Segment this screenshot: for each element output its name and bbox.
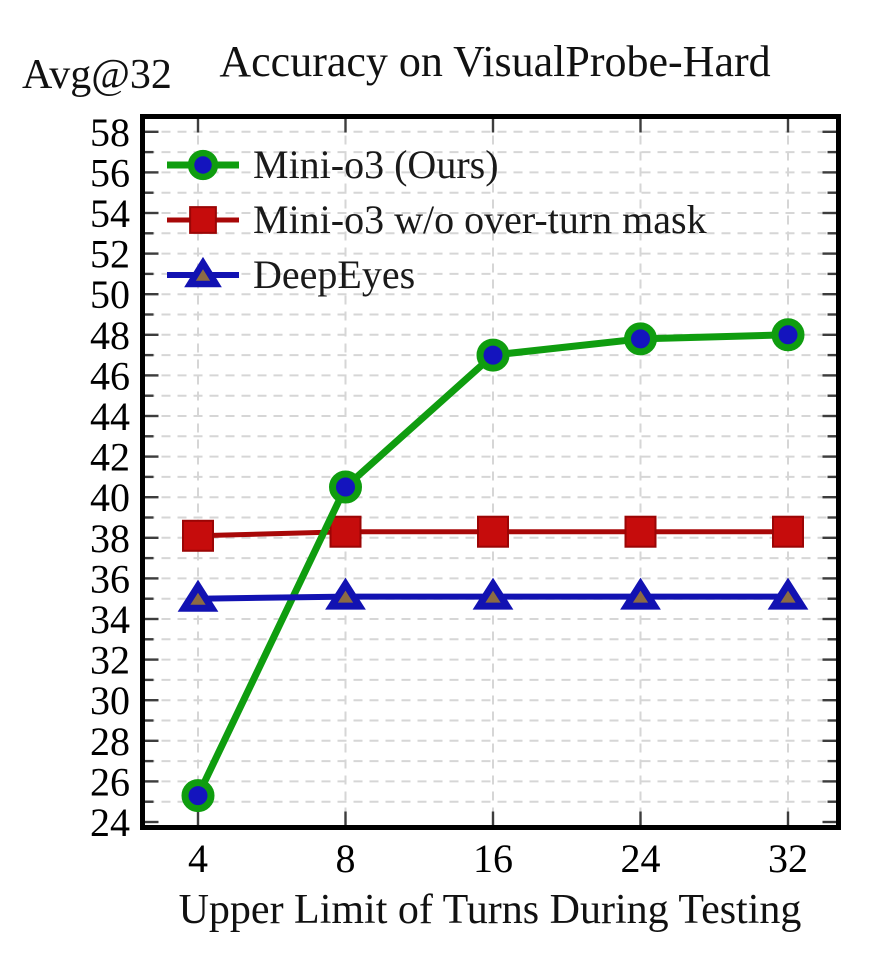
axis-ticks xyxy=(144,118,837,826)
y-tick-label: 48 xyxy=(90,313,130,358)
y-tick-label: 54 xyxy=(90,191,130,236)
x-tick-label: 8 xyxy=(336,836,356,881)
y-tick-label: 38 xyxy=(90,516,130,561)
y-tick-label: 30 xyxy=(90,678,130,723)
y-tick-label: 36 xyxy=(90,556,130,601)
x-tick-label: 24 xyxy=(621,836,661,881)
chart-title: Accuracy on VisualProbe-Hard xyxy=(219,37,771,86)
y-tick-label: 44 xyxy=(90,394,130,439)
y-tick-label: 28 xyxy=(90,719,130,764)
legend-item-deepeyes: DeepEyes xyxy=(163,252,707,298)
y-tick-label: 46 xyxy=(90,353,130,398)
x-tick-label: 4 xyxy=(188,836,208,881)
plot-frame xyxy=(140,114,841,830)
legend-marker-square-icon xyxy=(167,206,239,234)
y-tick-label: 32 xyxy=(90,638,130,683)
y-tick-label: 34 xyxy=(90,597,130,642)
y-tick-label: 42 xyxy=(90,435,130,480)
y-tick-label: 24 xyxy=(90,800,130,845)
legend-label: Mini-o3 (Ours) xyxy=(253,142,499,187)
x-tick-label: 16 xyxy=(473,836,513,881)
x-axis-title: Upper Limit of Turns During Testing xyxy=(178,887,802,933)
legend-label: DeepEyes xyxy=(253,252,416,297)
y-tick-label: 26 xyxy=(90,759,130,804)
legend-label: Mini-o3 w/o over-turn mask xyxy=(253,197,707,242)
series-2 xyxy=(177,577,809,612)
chart-legend: Mini-o3 (Ours) Mini-o3 w/o over-turn mas… xyxy=(163,142,707,298)
x-tick-label: 32 xyxy=(768,836,808,881)
y-axis-unit-label: Avg@32 xyxy=(22,52,172,98)
y-tick-label: 52 xyxy=(90,232,130,277)
legend-marker-circle-icon xyxy=(167,149,239,181)
y-tick-label: 40 xyxy=(90,475,130,520)
y-tick-label: 58 xyxy=(90,110,130,155)
grid-lines xyxy=(145,119,836,825)
series-1 xyxy=(182,515,804,552)
series-0 xyxy=(181,318,805,813)
legend-marker-triangle-icon xyxy=(167,256,239,288)
y-tick-label: 56 xyxy=(90,150,130,195)
legend-item-mini-o3: Mini-o3 (Ours) xyxy=(163,142,707,188)
legend-item-mini-o3-wo-mask: Mini-o3 w/o over-turn mask xyxy=(163,197,707,243)
y-tick-label: 50 xyxy=(90,272,130,317)
